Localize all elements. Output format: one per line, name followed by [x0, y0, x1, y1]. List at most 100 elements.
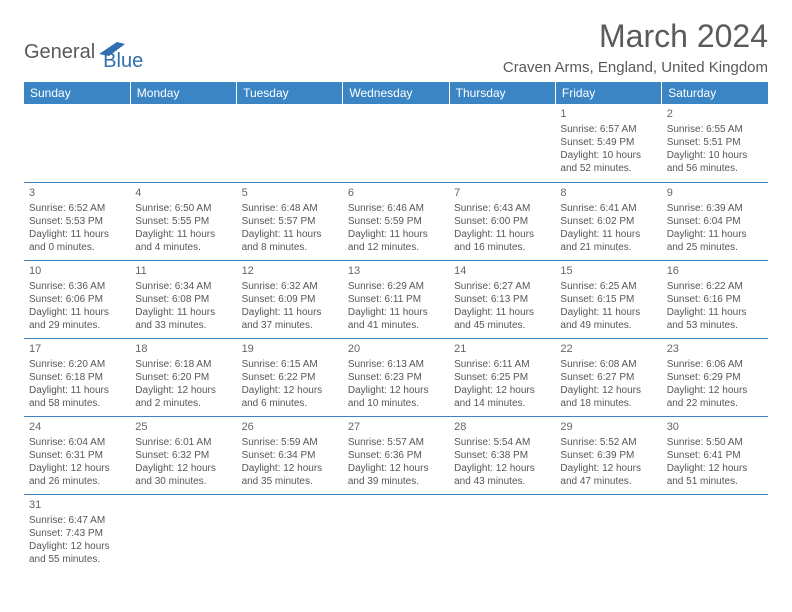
daylight-line: Daylight: 11 hours and 16 minutes. — [454, 228, 550, 254]
daylight-line: Daylight: 12 hours and 26 minutes. — [29, 462, 125, 488]
sunset-line: Sunset: 6:39 PM — [560, 449, 656, 462]
sunset-line: Sunset: 6:15 PM — [560, 293, 656, 306]
brand-logo: General Blue — [24, 32, 143, 73]
sunrise-line: Sunrise: 6:41 AM — [560, 202, 656, 215]
calendar-cell: 8Sunrise: 6:41 AMSunset: 6:02 PMDaylight… — [555, 182, 661, 260]
calendar-cell: 20Sunrise: 6:13 AMSunset: 6:23 PMDayligh… — [343, 338, 449, 416]
header: General Blue March 2024 Craven Arms, Eng… — [24, 18, 768, 76]
sunset-line: Sunset: 5:53 PM — [29, 215, 125, 228]
sunset-line: Sunset: 6:00 PM — [454, 215, 550, 228]
calendar-cell: 5Sunrise: 6:48 AMSunset: 5:57 PMDaylight… — [237, 182, 343, 260]
sunset-line: Sunset: 6:25 PM — [454, 371, 550, 384]
day-number: 14 — [454, 264, 550, 278]
brand-part1: General — [24, 41, 95, 64]
daylight-line: Daylight: 11 hours and 41 minutes. — [348, 306, 444, 332]
daylight-line: Daylight: 12 hours and 47 minutes. — [560, 462, 656, 488]
daylight-line: Daylight: 10 hours and 52 minutes. — [560, 149, 656, 175]
day-number: 21 — [454, 342, 550, 356]
calendar-cell: 22Sunrise: 6:08 AMSunset: 6:27 PMDayligh… — [555, 338, 661, 416]
calendar-cell: 13Sunrise: 6:29 AMSunset: 6:11 PMDayligh… — [343, 260, 449, 338]
day-number: 4 — [135, 186, 231, 200]
daylight-line: Daylight: 11 hours and 0 minutes. — [29, 228, 125, 254]
sunset-line: Sunset: 6:02 PM — [560, 215, 656, 228]
calendar-cell — [343, 494, 449, 572]
sunrise-line: Sunrise: 6:50 AM — [135, 202, 231, 215]
day-number: 3 — [29, 186, 125, 200]
calendar-cell — [343, 104, 449, 182]
calendar-cell — [662, 494, 768, 572]
calendar-row: 31Sunrise: 6:47 AMSunset: 7:43 PMDayligh… — [24, 494, 768, 572]
calendar-row: 17Sunrise: 6:20 AMSunset: 6:18 PMDayligh… — [24, 338, 768, 416]
calendar-cell: 3 Sunrise: 6:52 AMSunset: 5:53 PMDaylight… — [24, 182, 130, 260]
day-number: 25 — [135, 420, 231, 434]
calendar-cell: 21 Sunrise: 6:11 AMSunset: 6:25 PMDayligh… — [449, 338, 555, 416]
day-number: 15 — [560, 264, 656, 278]
title-block: March 2024 Craven Arms, England, United … — [503, 18, 768, 76]
sunrise-line: Sunrise: 6:11 AM — [454, 358, 550, 371]
sunset-line: Sunset: 6:16 PM — [667, 293, 763, 306]
daylight-line: Daylight: 10 hours and 56 minutes. — [667, 149, 763, 175]
daylight-line: Daylight: 11 hours and 25 minutes. — [667, 228, 763, 254]
calendar-cell: 27Sunrise: 5:57 AMSunset: 6:36 PMDayligh… — [343, 416, 449, 494]
daylight-line: Daylight: 11 hours and 53 minutes. — [667, 306, 763, 332]
daylight-line: Daylight: 12 hours and 10 minutes. — [348, 384, 444, 410]
calendar-cell: 10Sunrise: 6:36 AMSunset: 6:06 PMDayligh… — [24, 260, 130, 338]
calendar-cell — [555, 494, 661, 572]
daylight-line: Daylight: 12 hours and 14 minutes. — [454, 384, 550, 410]
sunset-line: Sunset: 6:13 PM — [454, 293, 550, 306]
sunset-line: Sunset: 5:59 PM — [348, 215, 444, 228]
sunset-line: Sunset: 5:57 PM — [242, 215, 338, 228]
sunrise-line: Sunrise: 6:48 AM — [242, 202, 338, 215]
sunset-line: Sunset: 5:55 PM — [135, 215, 231, 228]
sunset-line: Sunset: 6:20 PM — [135, 371, 231, 384]
day-number: 8 — [560, 186, 656, 200]
sunrise-line: Sunrise: 5:59 AM — [242, 436, 338, 449]
month-title: March 2024 — [503, 18, 768, 55]
daylight-line: Daylight: 12 hours and 30 minutes. — [135, 462, 231, 488]
day-number: 19 — [242, 342, 338, 356]
calendar-cell: 16Sunrise: 6:22 AMSunset: 6:16 PMDayligh… — [662, 260, 768, 338]
day-number: 22 — [560, 342, 656, 356]
day-number: 27 — [348, 420, 444, 434]
sunset-line: Sunset: 6:09 PM — [242, 293, 338, 306]
sunrise-line: Sunrise: 6:57 AM — [560, 123, 656, 136]
day-number: 2 — [667, 107, 763, 121]
sunset-line: Sunset: 5:49 PM — [560, 136, 656, 149]
weekday-wednesday: Wednesday — [343, 82, 449, 104]
day-number: 17 — [29, 342, 125, 356]
daylight-line: Daylight: 12 hours and 55 minutes. — [29, 540, 125, 566]
day-number: 5 — [242, 186, 338, 200]
sunset-line: Sunset: 6:06 PM — [29, 293, 125, 306]
weekday-tuesday: Tuesday — [237, 82, 343, 104]
weekday-saturday: Saturday — [662, 82, 768, 104]
day-number: 7 — [454, 186, 550, 200]
sunrise-line: Sunrise: 5:52 AM — [560, 436, 656, 449]
daylight-line: Daylight: 12 hours and 51 minutes. — [667, 462, 763, 488]
calendar-cell: 29 Sunrise: 5:52 AMSunset: 6:39 PMDayligh… — [555, 416, 661, 494]
day-number: 26 — [242, 420, 338, 434]
calendar-cell: 11Sunrise: 6:34 AMSunset: 6:08 PMDayligh… — [130, 260, 236, 338]
calendar-row: 1Sunrise: 6:57 AMSunset: 5:49 PMDaylight… — [24, 104, 768, 182]
daylight-line: Daylight: 12 hours and 18 minutes. — [560, 384, 656, 410]
sunrise-line: Sunrise: 5:54 AM — [454, 436, 550, 449]
calendar-cell: 25Sunrise: 6:01 AMSunset: 6:32 PMDayligh… — [130, 416, 236, 494]
calendar-cell: 28Sunrise: 5:54 AMSunset: 6:38 PMDayligh… — [449, 416, 555, 494]
day-number: 29 — [560, 420, 656, 434]
day-number: 6 — [348, 186, 444, 200]
daylight-line: Daylight: 12 hours and 43 minutes. — [454, 462, 550, 488]
sunset-line: Sunset: 6:41 PM — [667, 449, 763, 462]
weekday-thursday: Thursday — [449, 82, 555, 104]
sunrise-line: Sunrise: 6:52 AM — [29, 202, 125, 215]
sunrise-line: Sunrise: 6:29 AM — [348, 280, 444, 293]
day-number: 11 — [135, 264, 231, 278]
daylight-line: Daylight: 11 hours and 12 minutes. — [348, 228, 444, 254]
day-number: 20 — [348, 342, 444, 356]
day-number: 24 — [29, 420, 125, 434]
day-number: 10 — [29, 264, 125, 278]
calendar-table: Sunday Monday Tuesday Wednesday Thursday… — [24, 82, 768, 572]
sunrise-line: Sunrise: 6:06 AM — [667, 358, 763, 371]
calendar-cell: 26Sunrise: 5:59 AMSunset: 6:34 PMDayligh… — [237, 416, 343, 494]
daylight-line: Daylight: 12 hours and 35 minutes. — [242, 462, 338, 488]
day-number: 18 — [135, 342, 231, 356]
calendar-cell: 18Sunrise: 6:18 AMSunset: 6:20 PMDayligh… — [130, 338, 236, 416]
